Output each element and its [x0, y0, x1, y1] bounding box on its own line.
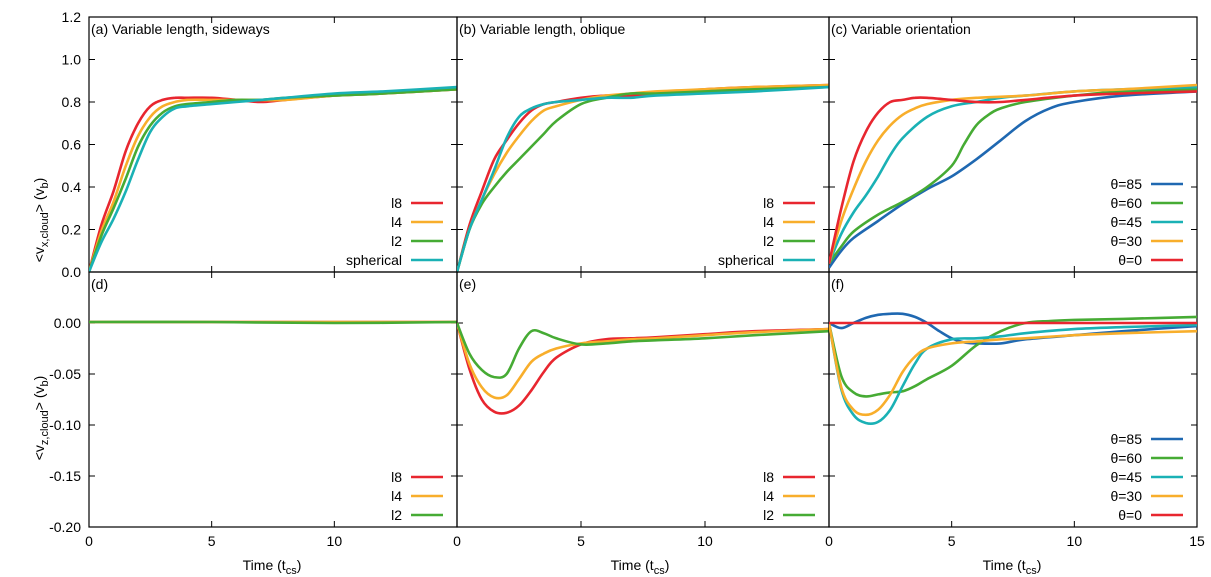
series-line-l2 [457, 85, 829, 272]
x-tick-label: 10 [697, 533, 713, 549]
x-axis-label-left: Time (tcs) [243, 557, 302, 577]
x-axis-label-right: Time (tcs) [983, 557, 1042, 577]
series-line-theta-45 [829, 322, 1197, 426]
y-tick-label: 0.2 [62, 222, 82, 238]
panel-frame [828, 271, 1198, 528]
y-tick-label: -0.10 [49, 417, 81, 433]
legend-label-l8: l8 [391, 469, 402, 485]
panel-title: (b) Variable length, oblique [459, 21, 626, 37]
panel-c: (c) Variable orientation θ=85 θ=60 θ=45 θ=30… [828, 16, 1198, 273]
x-tick-label: 10 [327, 533, 343, 549]
legend-label-l2: l2 [763, 507, 774, 523]
legend-label-theta-45: θ=45 [1110, 469, 1142, 485]
legend-label-theta-85: θ=85 [1110, 176, 1142, 192]
legend-label-l4: l4 [391, 488, 402, 504]
series-line-l4 [457, 322, 829, 400]
legend-label-theta-30: θ=30 [1110, 233, 1142, 249]
legend-label-l4: l4 [391, 214, 402, 230]
series-line-theta-0 [829, 90, 1197, 264]
x-tick-label: 5 [577, 533, 585, 549]
series-line-theta-85 [829, 90, 1197, 269]
y-tick-label: 0.8 [62, 94, 82, 110]
series-line-spherical [89, 85, 457, 272]
y-tick-label: 1.2 [62, 9, 82, 25]
legend-label-theta-60: θ=60 [1110, 195, 1142, 211]
panel-b: (b) Variable length, oblique l8 l4 l2 spheri… [456, 16, 830, 273]
x-axis-label-middle: Time (tcs) [611, 557, 670, 577]
legend-label-spherical: spherical [346, 252, 402, 268]
y-tick-label: 0.0 [62, 264, 82, 280]
panel-title: (e) [459, 276, 476, 292]
legend-label-l2: l2 [763, 233, 774, 249]
legend-label-l8: l8 [763, 195, 774, 211]
legend-label-theta-85: θ=85 [1110, 431, 1142, 447]
legend-label-l4: l4 [763, 488, 774, 504]
legend-label-l2: l2 [391, 507, 402, 523]
x-tick-label: 5 [948, 533, 956, 549]
y-tick-label: 1.0 [62, 52, 82, 68]
x-tick-label: 0 [453, 533, 461, 549]
panel-title: (f) [831, 276, 844, 292]
y-tick-label: 0.4 [62, 179, 82, 195]
panel-d: 0 5 10 -0.20 -0.15 -0.10 -0.05 0.00 (d) l8 l4 l2 [49, 271, 458, 549]
panel-title: (c) Variable orientation [831, 21, 971, 37]
legend-label-l2: l2 [391, 233, 402, 249]
legend-label-theta-45: θ=45 [1110, 214, 1142, 230]
series-line-l8 [457, 322, 829, 415]
series-line-spherical [457, 85, 829, 272]
x-tick-label: 0 [85, 533, 93, 549]
panel-a: 0.0 0.2 0.4 0.6 0.8 1.0 1.2 (a) Variable length… [62, 9, 458, 280]
legend-label-l8: l8 [391, 195, 402, 211]
series-line-l2 [89, 320, 457, 325]
legend-label-theta-0: θ=0 [1118, 507, 1142, 523]
panel-f: 0 5 10 15 (f) θ=85 θ=60 θ=45 θ=30 θ=0 [825, 271, 1205, 549]
legend-label-theta-30: θ=30 [1110, 488, 1142, 504]
panel-e: 0 5 10 (e) l8 l4 l2 [453, 271, 830, 549]
series-line-theta-30 [829, 83, 1197, 264]
series-line-theta-30 [829, 322, 1197, 417]
y-tick-label: -0.05 [49, 366, 81, 382]
legend-label-spherical: spherical [718, 252, 774, 268]
series-line-theta-60 [829, 315, 1197, 398]
y-tick-label: 0.6 [62, 137, 82, 153]
series-line-l2 [457, 322, 829, 379]
y-tick-label: -0.15 [49, 468, 81, 484]
y-axis-label-top: <vx,cloud> (vb) [31, 178, 51, 263]
y-axis-label-bottom: <vz,cloud> (vb) [31, 376, 51, 461]
x-tick-label: 0 [825, 533, 833, 549]
legend-label-l4: l4 [763, 214, 774, 230]
legend-label-theta-0: θ=0 [1118, 252, 1142, 268]
panel-title: (a) Variable length, sideways [91, 21, 270, 37]
y-tick-label: 0.00 [54, 315, 81, 331]
x-tick-label: 15 [1189, 533, 1205, 549]
x-tick-label: 5 [208, 533, 216, 549]
x-tick-label: 10 [1067, 533, 1083, 549]
y-tick-label: -0.20 [49, 519, 81, 535]
panel-title: (d) [91, 276, 108, 292]
legend-label-theta-60: θ=60 [1110, 450, 1142, 466]
legend-label-l8: l8 [763, 469, 774, 485]
